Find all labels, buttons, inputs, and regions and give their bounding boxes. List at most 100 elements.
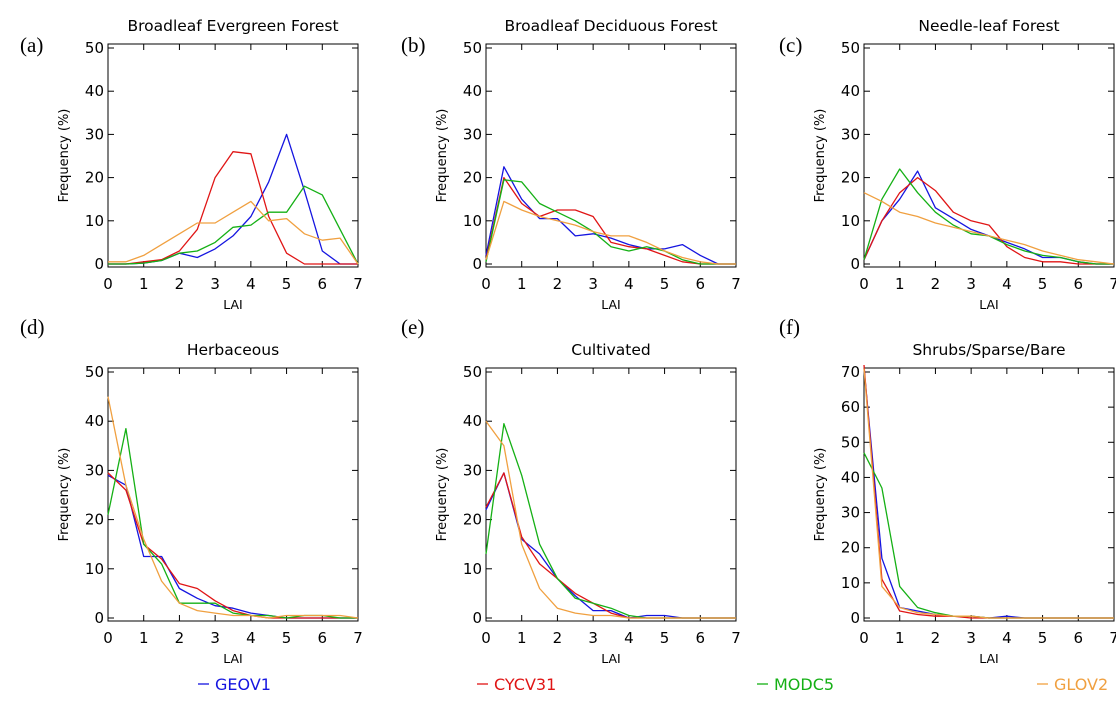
plot-frame: [107, 367, 359, 622]
x-tick-label: 0: [103, 275, 113, 293]
x-tick-label: 0: [859, 629, 869, 647]
series-line-cycv31: [107, 472, 358, 619]
x-tick-label: 4: [246, 629, 256, 647]
y-tick-label: 40: [85, 412, 104, 430]
plot-frame: [107, 43, 359, 268]
x-tick-label: 4: [624, 629, 634, 647]
series-line-geov1: [485, 472, 736, 619]
x-tick-label: 5: [660, 275, 670, 293]
x-axis-label: LAI: [979, 297, 999, 312]
panel-4: (e) Cultivated 0 1 2 3 4 5 6 7 0 10 20 30 40 50 LAI Frequ…: [401, 315, 741, 666]
x-tick-label: 2: [553, 629, 563, 647]
series-line-geov1: [863, 170, 1114, 265]
series-line-modc5: [485, 179, 736, 265]
x-tick-label: 7: [1109, 275, 1116, 293]
y-tick-label: 0: [472, 255, 482, 273]
series-line-glov2: [863, 368, 1114, 619]
series-line-cycv31: [485, 472, 736, 619]
series-line-modc5: [863, 168, 1114, 265]
series-line-cycv31: [863, 176, 1114, 265]
y-tick-label: 40: [841, 468, 860, 486]
x-tick-label: 0: [481, 629, 491, 647]
x-tick-label: 7: [731, 629, 741, 647]
y-tick-label: 50: [85, 363, 104, 381]
y-tick-label: 50: [463, 39, 482, 57]
x-tick-label: 2: [931, 629, 941, 647]
y-tick-label: 70: [841, 363, 860, 381]
y-tick-label: 10: [85, 560, 104, 578]
series-line-modc5: [107, 427, 358, 619]
series-line-cycv31: [108, 151, 358, 265]
x-axis-label: LAI: [601, 651, 621, 666]
x-tick-label: 3: [966, 275, 976, 293]
y-tick-label: 50: [463, 363, 482, 381]
y-axis-label: Frequency (%): [57, 448, 72, 542]
y-tick-label: 50: [85, 39, 104, 57]
x-tick-label: 7: [353, 275, 363, 293]
x-tick-label: 6: [696, 275, 706, 293]
y-tick-label: 10: [85, 212, 104, 230]
y-tick-label: 30: [841, 125, 860, 143]
x-tick-label: 5: [1038, 629, 1048, 647]
y-tick-label: 30: [85, 125, 104, 143]
series-line-glov2: [107, 396, 359, 619]
plot-frame: [863, 43, 1115, 268]
x-tick-label: 0: [481, 275, 491, 293]
x-tick-label: 4: [246, 275, 256, 293]
x-tick-label: 1: [895, 629, 905, 647]
y-tick-label: 20: [841, 539, 860, 557]
x-tick-label: 2: [553, 275, 563, 293]
y-axis-label: Frequency (%): [813, 448, 828, 542]
panel-letter: (e): [401, 315, 424, 339]
panel-1: (b) Broadleaf Deciduous Forest 0 1 2 3 4 5 6 7 0 10…: [401, 17, 741, 312]
y-tick-label: 0: [850, 255, 860, 273]
legend: GEOV1 CYCV31 MODC5 GLOV2: [198, 675, 1108, 694]
series-line-geov1: [108, 133, 358, 265]
panel-0: (a) Broadleaf Evergreen Forest 0 1 2 3 4 5 6 7 0 10…: [20, 17, 363, 312]
y-tick-label: 40: [841, 82, 860, 100]
x-tick-label: 3: [588, 275, 598, 293]
x-tick-label: 7: [731, 275, 741, 293]
panel-title: Shrubs/Sparse/Bare: [912, 341, 1065, 359]
x-tick-label: 1: [139, 275, 149, 293]
series-line-glov2: [108, 200, 359, 265]
x-axis-label: LAI: [223, 297, 243, 312]
panel-letter: (a): [20, 33, 43, 57]
x-tick-label: 5: [282, 275, 292, 293]
panel-title: Cultivated: [571, 341, 650, 359]
y-tick-label: 10: [463, 560, 482, 578]
panel-title: Herbaceous: [187, 341, 279, 359]
x-tick-label: 5: [660, 629, 670, 647]
x-tick-label: 2: [175, 275, 185, 293]
legend-label-cycv31: CYCV31: [494, 675, 556, 694]
panel-letter: (f): [779, 315, 800, 339]
y-tick-label: 40: [463, 412, 482, 430]
x-axis-label: LAI: [223, 651, 243, 666]
y-tick-label: 40: [85, 82, 104, 100]
panel-title: Broadleaf Evergreen Forest: [127, 17, 338, 35]
x-tick-label: 5: [282, 629, 292, 647]
x-tick-label: 6: [1074, 275, 1084, 293]
plot-frame: [485, 367, 737, 622]
series-line-glov2: [863, 192, 1115, 265]
legend-label-glov2: GLOV2: [1054, 675, 1108, 694]
y-axis-label: Frequency (%): [813, 109, 828, 203]
y-tick-label: 20: [85, 511, 104, 529]
x-axis-label: LAI: [601, 297, 621, 312]
y-tick-label: 60: [841, 398, 860, 416]
x-tick-label: 6: [318, 629, 328, 647]
panel-letter: (c): [779, 33, 802, 57]
y-tick-label: 30: [841, 504, 860, 522]
x-tick-label: 7: [1109, 629, 1116, 647]
y-axis-label: Frequency (%): [57, 109, 72, 203]
panel-2: (c) Needle-leaf Forest 0 1 2 3 4 5 6 7 0 10 20 30 40 50…: [779, 17, 1116, 312]
y-axis-label: Frequency (%): [435, 109, 450, 203]
y-tick-label: 10: [463, 212, 482, 230]
series-line-modc5: [108, 185, 359, 265]
y-tick-label: 50: [841, 433, 860, 451]
y-tick-label: 0: [472, 609, 482, 627]
y-tick-label: 0: [94, 609, 104, 627]
series-line-geov1: [863, 368, 1114, 619]
